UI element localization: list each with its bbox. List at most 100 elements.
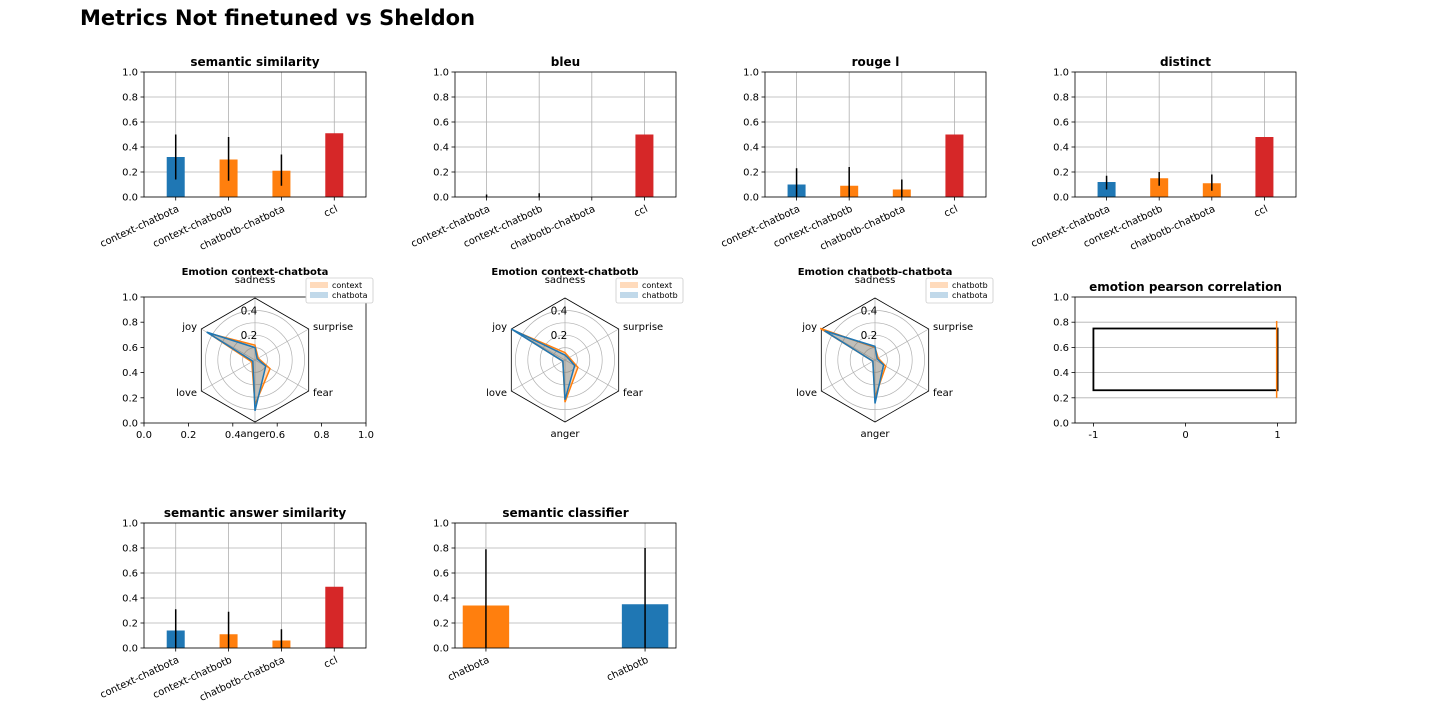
y-tick-label: 0.4	[743, 143, 759, 154]
y-tick-label: 1.0	[122, 293, 138, 304]
x-tick-label: ccl	[1253, 204, 1270, 220]
y-tick-label: 0.0	[433, 644, 449, 655]
chart-title: emotion pearson correlation	[1089, 280, 1282, 294]
radar-r-label: 0.2	[861, 330, 878, 342]
y-tick-label: 0.0	[122, 419, 138, 430]
y-tick-label: 0.0	[1053, 193, 1069, 204]
radar-axis-label-love: love	[486, 388, 507, 399]
chart-title: semantic similarity	[190, 55, 319, 69]
chart-emotion-chatbotb-chatbota: 0.2 0.4 sadness surprise fear anger love joy cha…	[796, 267, 994, 440]
y-tick-label: 0.2	[1053, 393, 1069, 404]
y-tick-label: 0.2	[1053, 168, 1069, 179]
x-tick-label: 1	[1274, 430, 1280, 441]
y-tick-label: 1.0	[743, 68, 759, 79]
legend-swatch	[310, 292, 328, 298]
y-tick-label: 0.6	[1053, 343, 1069, 354]
y-tick-label: 0.4	[122, 368, 138, 379]
x-tick-label: 0.8	[314, 430, 330, 441]
legend-box	[615, 277, 684, 304]
plot-frame	[143, 522, 367, 649]
x-tick-label: chatbotb	[605, 655, 650, 684]
y-tick-label: 0.6	[122, 118, 138, 129]
chart-rouge-l: 0.00.20.40.60.81.0context-chatbotacontex…	[720, 55, 987, 253]
y-tick-label: 0.2	[743, 168, 759, 179]
x-tick-label: ccl	[943, 204, 960, 220]
y-tick-label: 1.0	[1053, 68, 1069, 79]
radar-axis-label-anger: anger	[550, 429, 580, 440]
y-tick-label: 0.8	[1053, 93, 1069, 104]
y-tick-label: 0.0	[743, 193, 759, 204]
chart-title: rouge l	[852, 55, 900, 69]
radar-axis-label-surprise: surprise	[313, 322, 353, 333]
radar-series-chatbota	[206, 331, 267, 412]
cartesian-frame	[143, 296, 367, 424]
bar-ccl	[945, 134, 964, 197]
y-tick-label: 0.8	[122, 318, 138, 329]
bar-ccl	[325, 133, 344, 197]
chart-bleu: 0.00.20.40.60.81.0context-chatbotacontex…	[410, 55, 677, 253]
bar-ccl	[635, 134, 654, 197]
radar-spoke	[254, 328, 309, 361]
radar-axis-label-anger: anger	[860, 429, 890, 440]
radar-r-label: 0.4	[861, 305, 878, 317]
chart-title: bleu	[551, 55, 580, 69]
y-tick-label: 1.0	[122, 519, 138, 530]
y-tick-label: 0.8	[122, 93, 138, 104]
legend-swatch	[930, 282, 948, 288]
radar-series-chatbotb	[510, 328, 576, 400]
x-tick-label: 1.0	[358, 430, 374, 441]
y-tick-label: 0.0	[433, 193, 449, 204]
chart-title: Emotion chatbotb-chatbota	[798, 267, 953, 278]
radar-r-label: 0.4	[241, 305, 258, 317]
y-tick-label: 0.6	[122, 343, 138, 354]
charts-container: 0.00.20.40.60.81.0context-chatbotacontex…	[99, 55, 1297, 704]
radar-axis-label-joy: joy	[491, 322, 507, 333]
y-tick-label: 0.2	[433, 168, 449, 179]
y-tick-label: 0.8	[122, 544, 138, 555]
x-tick-label: 0.4	[225, 430, 241, 441]
plot-frame	[454, 522, 677, 649]
y-tick-label: 0.2	[433, 619, 449, 630]
plot-frame	[764, 71, 987, 198]
y-tick-label: 0.4	[433, 594, 449, 605]
radar-axis-label-anger: anger	[240, 429, 270, 440]
y-tick-label: 0.8	[743, 93, 759, 104]
chart-semantic-answer-similarity: 0.00.20.40.60.81.0context-chatbotacontex…	[99, 506, 367, 704]
chart-title: semantic classifier	[502, 506, 628, 520]
legend-label: chatbotb	[952, 281, 988, 290]
radar-spoke	[874, 328, 929, 361]
radar-axis-label-sadness: sadness	[855, 275, 896, 286]
chart-semantic-similarity: 0.00.20.40.60.81.0context-chatbotacontex…	[99, 55, 367, 253]
plot-frame	[1074, 71, 1297, 198]
y-tick-label: 0.4	[1053, 368, 1069, 379]
radar-axis-label-sadness: sadness	[235, 275, 276, 286]
y-tick-label: 1.0	[1053, 293, 1069, 304]
x-tick-label: 0.6	[269, 430, 285, 441]
radar-axis-label-joy: joy	[801, 322, 817, 333]
plot-frame	[454, 71, 677, 198]
bar-ccl	[325, 586, 344, 648]
legend-swatch	[310, 282, 328, 288]
bar-ccl	[1255, 137, 1274, 197]
radar-spoke	[511, 359, 566, 392]
y-tick-label: 0.2	[122, 619, 138, 630]
y-tick-label: 0.4	[122, 143, 138, 154]
y-tick-label: 0.4	[122, 594, 138, 605]
x-tick-label: -1	[1088, 430, 1098, 441]
radar-spoke	[564, 328, 619, 361]
radar-axis-label-surprise: surprise	[623, 322, 663, 333]
x-tick-label: ccl	[322, 204, 339, 220]
legend-swatch	[620, 282, 638, 288]
y-tick-label: 0.0	[122, 193, 138, 204]
radar-frame	[200, 297, 310, 423]
y-tick-label: 0.4	[433, 143, 449, 154]
chart-distinct: 0.00.20.40.60.81.0context-chatbotacontex…	[1030, 55, 1297, 253]
radar-axis-label-love: love	[176, 388, 197, 399]
legend-label: chatbota	[332, 291, 368, 300]
radar-axis-label-fear: fear	[623, 388, 644, 399]
y-tick-label: 0.6	[122, 569, 138, 580]
y-tick-label: 1.0	[433, 519, 449, 530]
radar-r-label: 0.4	[551, 305, 568, 317]
radar-axis-label-love: love	[796, 388, 817, 399]
